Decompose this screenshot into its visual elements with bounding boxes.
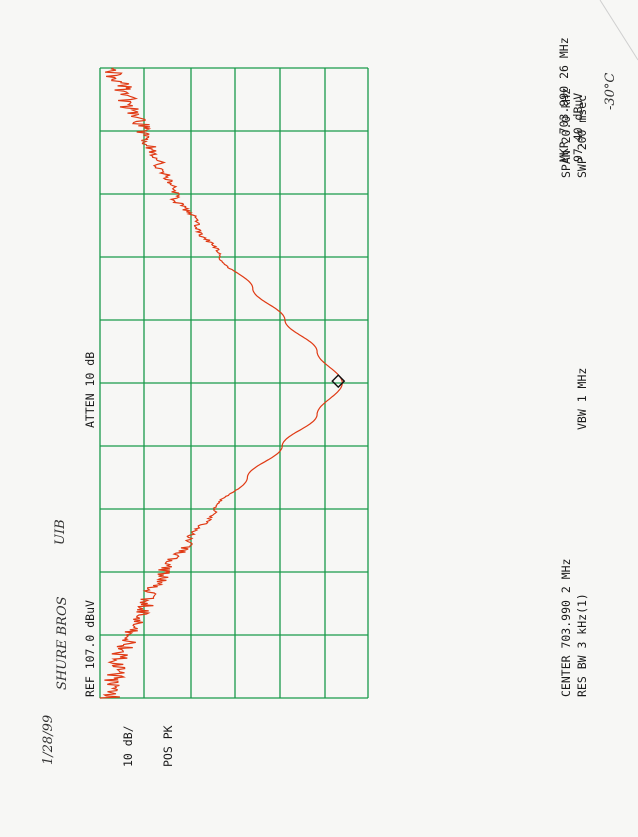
display-grid — [99, 67, 369, 699]
handwritten-temperature: -30°C — [603, 73, 618, 110]
scale-label: 10 dB/ — [121, 725, 135, 767]
sweep-label: SWP 200 msec — [575, 95, 589, 178]
handwritten-device: SHURE BROS — [55, 596, 70, 690]
handwritten-date: 1/28/99 — [41, 715, 56, 765]
atten-label: ATTEN 10 dB — [83, 352, 97, 428]
res-bw-label: RES BW 3 kHz(1) — [575, 593, 589, 697]
ref-level-label: REF 107.0 dBuV — [83, 600, 97, 697]
handwritten-unit: UIB — [53, 519, 68, 545]
marker-level-label: 97.40 dBuV — [571, 93, 585, 162]
marker-freq-label: MKR 703.990 26 MHz — [557, 37, 571, 162]
marker-diamond — [331, 374, 346, 389]
center-freq-label: CENTER 703.990 2 MHz — [559, 559, 573, 697]
span-label: SPAN 20.0 kHz — [559, 88, 573, 178]
detector-label: POS PK — [161, 725, 175, 767]
vbw-label: VBW 1 MHz — [575, 368, 589, 430]
page-edge-shadow — [599, 0, 638, 61]
